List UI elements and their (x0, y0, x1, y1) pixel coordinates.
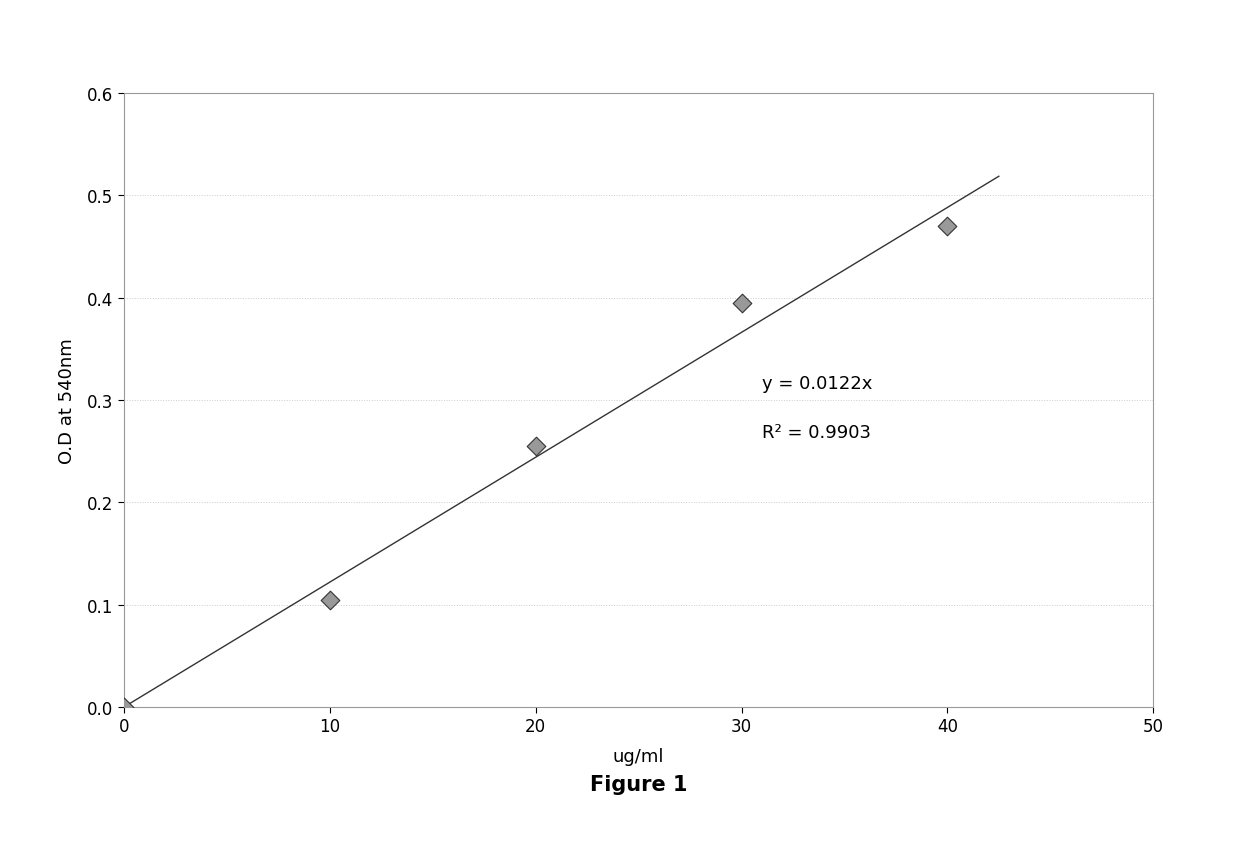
Point (320, 593, 340, 607)
Text: y = 0.0122x: y = 0.0122x (763, 374, 873, 392)
X-axis label: ug/ml: ug/ml (613, 746, 665, 764)
Point (114, 700, 134, 714)
Point (526, 440, 546, 453)
Point (732, 296, 751, 310)
Y-axis label: O.D at 540nm: O.D at 540nm (58, 337, 76, 463)
Point (937, 220, 957, 233)
Text: R² = 0.9903: R² = 0.9903 (763, 423, 872, 441)
Text: Figure 1: Figure 1 (590, 774, 687, 794)
